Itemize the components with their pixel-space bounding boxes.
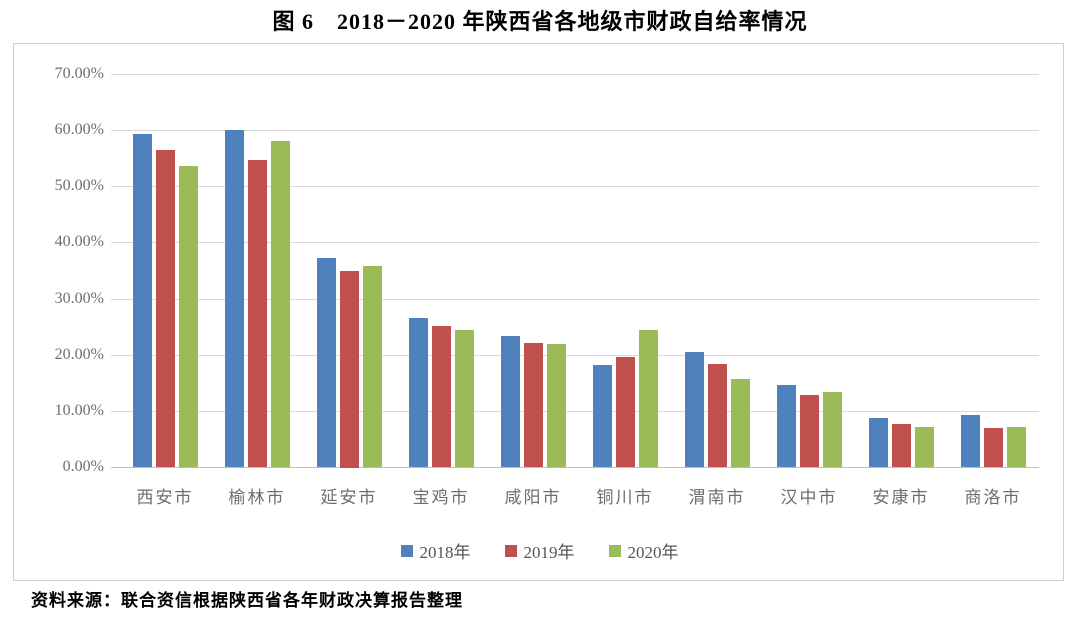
gridline: [111, 411, 1039, 412]
gridline: [111, 242, 1039, 243]
chart-title: 图 6 2018－2020 年陕西省各地级市财政自给率情况: [272, 9, 808, 34]
x-axis-category-label: 宝鸡市: [412, 488, 470, 507]
gridline: [111, 467, 1039, 468]
bar-2020年-汉中市: [823, 392, 842, 467]
legend-swatch: [504, 544, 517, 557]
legend-label: 2019年: [523, 543, 575, 562]
bar-2019年-安康市: [892, 424, 911, 467]
bar-2020年-商洛市: [1007, 427, 1026, 467]
gridline: [111, 186, 1039, 187]
y-axis-tick-label: 70.00%: [54, 65, 104, 82]
bar-2018年-商洛市: [961, 415, 980, 467]
legend: 2018年 2019年 2020年: [14, 538, 1065, 563]
x-axis-category-label: 商洛市: [964, 488, 1022, 507]
legend-item: 2020年: [608, 538, 679, 563]
legend-swatch: [608, 544, 621, 557]
bar-2018年-铜川市: [593, 365, 612, 467]
x-axis-category-label: 铜川市: [596, 488, 654, 507]
bar-2018年-安康市: [869, 418, 888, 467]
x-axis-category-label: 延安市: [320, 488, 378, 507]
x-axis-category-label: 榆林市: [228, 488, 286, 507]
gridline: [111, 130, 1039, 131]
bar-2020年-渭南市: [731, 379, 750, 467]
legend-swatch: [400, 544, 413, 557]
bar-2020年-榆林市: [271, 141, 290, 467]
y-axis-tick-label: 10.00%: [54, 402, 104, 419]
source-note: 资料来源：联合资信根据陕西省各年财政决算报告整理: [31, 591, 463, 610]
bar-2019年-延安市: [340, 271, 359, 468]
gridline: [111, 355, 1039, 356]
bar-2020年-安康市: [915, 427, 934, 467]
bar-2019年-铜川市: [616, 357, 635, 467]
bar-2018年-咸阳市: [501, 336, 520, 467]
x-axis-category-label: 西安市: [136, 488, 194, 507]
bar-2019年-榆林市: [248, 160, 267, 467]
x-axis-category-label: 咸阳市: [504, 488, 562, 507]
y-axis-tick-label: 40.00%: [54, 233, 104, 250]
legend-item: 2019年: [504, 538, 575, 563]
x-axis-category-label: 汉中市: [780, 488, 838, 507]
y-axis-tick-label: 60.00%: [54, 121, 104, 138]
bar-2018年-宝鸡市: [409, 318, 428, 467]
bar-2018年-西安市: [133, 134, 152, 467]
chart-area: 2018年 2019年 2020年 70.00% 60.00% 50.00% 40.00%…: [13, 43, 1064, 581]
bar-2020年-铜川市: [639, 330, 658, 467]
y-axis-tick-label: 20.00%: [54, 346, 104, 363]
y-axis-tick-label: 0.00%: [62, 458, 104, 475]
gridline: [111, 74, 1039, 75]
bar-2020年-咸阳市: [547, 344, 566, 467]
legend-label: 2018年: [419, 543, 471, 562]
x-axis-category-label: 安康市: [872, 488, 930, 507]
bar-2019年-商洛市: [984, 428, 1003, 467]
bar-2020年-延安市: [363, 266, 382, 467]
gridline: [111, 299, 1039, 300]
y-axis-tick-label: 50.00%: [54, 177, 104, 194]
bar-2020年-宝鸡市: [455, 330, 474, 467]
bar-2019年-西安市: [156, 150, 175, 467]
bar-2019年-咸阳市: [524, 343, 543, 467]
bar-2018年-延安市: [317, 258, 336, 467]
x-axis-category-label: 渭南市: [688, 488, 746, 507]
bar-2019年-渭南市: [708, 364, 727, 467]
bar-2020年-西安市: [179, 166, 198, 467]
y-axis-tick-label: 30.00%: [54, 290, 104, 307]
bar-2018年-渭南市: [685, 352, 704, 467]
legend-item: 2018年: [400, 538, 471, 563]
bar-2019年-宝鸡市: [432, 326, 451, 467]
bar-2018年-榆林市: [225, 130, 244, 467]
legend-label: 2020年: [627, 543, 679, 562]
bar-2019年-汉中市: [800, 395, 819, 467]
bar-2018年-汉中市: [777, 385, 796, 467]
